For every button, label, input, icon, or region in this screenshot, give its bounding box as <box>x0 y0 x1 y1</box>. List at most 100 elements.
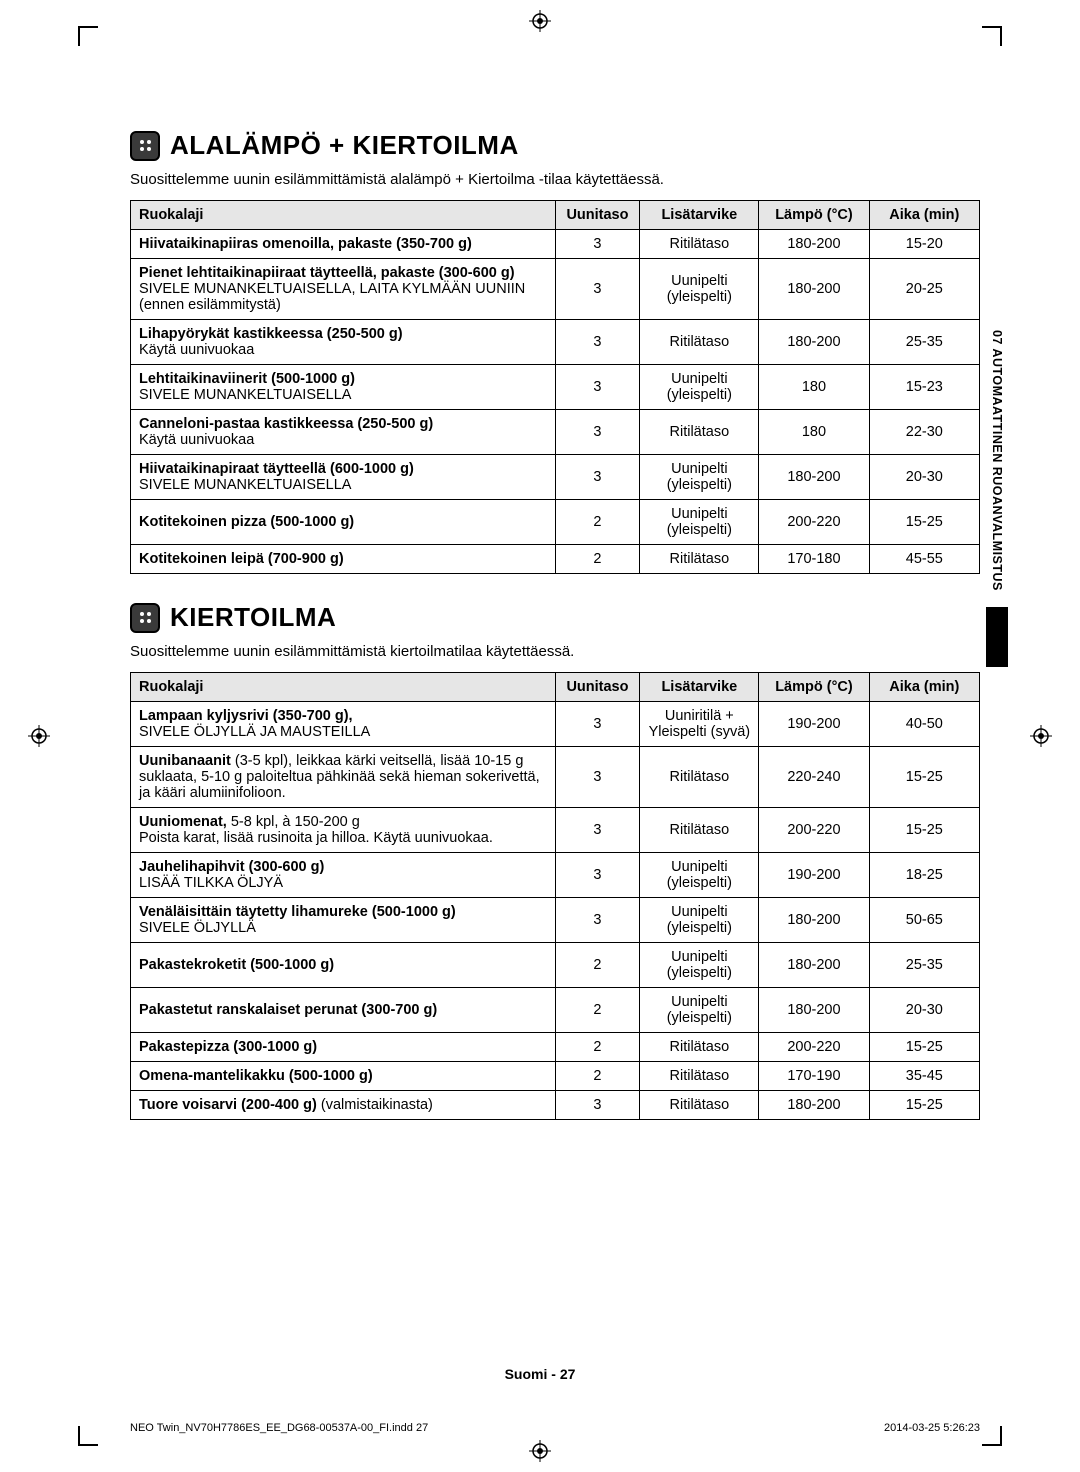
cell-temp: 180-200 <box>759 1091 869 1120</box>
cell-time: 20-30 <box>869 455 979 500</box>
cell-time: 25-35 <box>869 943 979 988</box>
cell-temp: 180-200 <box>759 230 869 259</box>
cell-temp: 200-220 <box>759 808 869 853</box>
cell-dish: Hiivataikinapiraat täytteellä (600-1000 … <box>131 455 556 500</box>
table-row: Pakastekroketit (500-1000 g)2Uunipelti (… <box>131 943 980 988</box>
th-time: Aika (min) <box>869 201 979 230</box>
cell-dish: Tuore voisarvi (200-400 g) (valmistaikin… <box>131 1091 556 1120</box>
page-footer-center: Suomi - 27 <box>0 1366 1080 1382</box>
cell-level: 3 <box>555 230 640 259</box>
cell-temp: 170-180 <box>759 545 869 574</box>
cell-level: 2 <box>555 988 640 1033</box>
cell-level: 3 <box>555 853 640 898</box>
cell-time: 45-55 <box>869 545 979 574</box>
table-row: Lampaan kyljysrivi (350-700 g),SIVELE ÖL… <box>131 702 980 747</box>
cell-dish: Venäläisittäin täytetty lihamureke (500-… <box>131 898 556 943</box>
cell-level: 3 <box>555 259 640 320</box>
cell-level: 3 <box>555 320 640 365</box>
cell-acc: Uunipelti (yleispelti) <box>640 365 759 410</box>
table-row: Kotitekoinen leipä (700-900 g)2Ritilätas… <box>131 545 980 574</box>
table-row: Pakastepizza (300-1000 g)2Ritilätaso200-… <box>131 1033 980 1062</box>
table-row: Jauhelihapihvit (300-600 g)LISÄÄ TILKKA … <box>131 853 980 898</box>
th-dish: Ruokalaji <box>131 201 556 230</box>
cell-temp: 200-220 <box>759 500 869 545</box>
oven-mode-icon <box>130 603 160 633</box>
cell-acc: Uunipelti (yleispelti) <box>640 500 759 545</box>
cell-acc: Uunipelti (yleispelti) <box>640 853 759 898</box>
th-temp: Lämpö (°C) <box>759 673 869 702</box>
cell-dish: Lehtitaikinaviinerit (500-1000 g)SIVELE … <box>131 365 556 410</box>
oven-mode-icon <box>130 131 160 161</box>
cell-acc: Uunipelti (yleispelti) <box>640 988 759 1033</box>
cell-dish: Omena-mantelikakku (500-1000 g) <box>131 1062 556 1091</box>
table-row: Hiivataikinapiraat täytteellä (600-1000 … <box>131 455 980 500</box>
th-time: Aika (min) <box>869 673 979 702</box>
cell-time: 20-25 <box>869 259 979 320</box>
cell-level: 2 <box>555 1033 640 1062</box>
cell-temp: 180 <box>759 410 869 455</box>
table-row: Tuore voisarvi (200-400 g) (valmistaikin… <box>131 1091 980 1120</box>
section2-intro: Suosittelemme uunin esilämmittämistä kie… <box>130 643 980 660</box>
chapter-tab: 07 AUTOMAATTINEN RUOANVALMISTUS <box>986 320 1008 667</box>
cell-level: 2 <box>555 943 640 988</box>
cell-time: 20-30 <box>869 988 979 1033</box>
table-row: Uuniomenat, 5-8 kpl, à 150-200 gPoista k… <box>131 808 980 853</box>
cell-time: 15-25 <box>869 500 979 545</box>
cell-dish: Kotitekoinen leipä (700-900 g) <box>131 545 556 574</box>
cell-time: 35-45 <box>869 1062 979 1091</box>
th-dish: Ruokalaji <box>131 673 556 702</box>
cell-temp: 180-200 <box>759 988 869 1033</box>
cell-level: 3 <box>555 808 640 853</box>
section2-title: KIERTOILMA <box>170 602 336 633</box>
th-level: Uunitaso <box>555 673 640 702</box>
cell-time: 50-65 <box>869 898 979 943</box>
cell-acc: Ritilätaso <box>640 1062 759 1091</box>
cell-dish: Pakastetut ranskalaiset perunat (300-700… <box>131 988 556 1033</box>
table-row: Canneloni-pastaa kastikkeessa (250-500 g… <box>131 410 980 455</box>
cell-acc: Ritilätaso <box>640 320 759 365</box>
page-content: ALALÄMPÖ + KIERTOILMA Suosittelemme uuni… <box>0 0 1080 1472</box>
table-row: Omena-mantelikakku (500-1000 g)2Ritiläta… <box>131 1062 980 1091</box>
table-row: Kotitekoinen pizza (500-1000 g)2Uunipelt… <box>131 500 980 545</box>
section1-intro: Suosittelemme uunin esilämmittämistä ala… <box>130 171 980 188</box>
table-row: Pakastetut ranskalaiset perunat (300-700… <box>131 988 980 1033</box>
cell-dish: Pakastekroketit (500-1000 g) <box>131 943 556 988</box>
section2-table: Ruokalaji Uunitaso Lisätarvike Lämpö (°C… <box>130 672 980 1120</box>
cell-time: 15-23 <box>869 365 979 410</box>
cell-temp: 180-200 <box>759 943 869 988</box>
cell-temp: 190-200 <box>759 702 869 747</box>
th-acc: Lisätarvike <box>640 201 759 230</box>
cell-level: 3 <box>555 898 640 943</box>
cell-acc: Uunipelti (yleispelti) <box>640 898 759 943</box>
cell-time: 15-25 <box>869 808 979 853</box>
cell-time: 40-50 <box>869 702 979 747</box>
table-row: Venäläisittäin täytetty lihamureke (500-… <box>131 898 980 943</box>
th-acc: Lisätarvike <box>640 673 759 702</box>
cell-temp: 220-240 <box>759 747 869 808</box>
cell-acc: Ritilätaso <box>640 410 759 455</box>
cell-dish: Lampaan kyljysrivi (350-700 g),SIVELE ÖL… <box>131 702 556 747</box>
cell-level: 3 <box>555 747 640 808</box>
chapter-label: 07 AUTOMAATTINEN RUOANVALMISTUS <box>986 320 1008 601</box>
cell-acc: Ritilätaso <box>640 1091 759 1120</box>
table-row: Uunibanaanit (3-5 kpl), leikkaa kärki ve… <box>131 747 980 808</box>
page-footer-left: NEO Twin_NV70H7786ES_EE_DG68-00537A-00_F… <box>130 1422 428 1434</box>
cell-temp: 180 <box>759 365 869 410</box>
cell-dish: Uunibanaanit (3-5 kpl), leikkaa kärki ve… <box>131 747 556 808</box>
cell-dish: Pienet lehtitaikinapiiraat täytteellä, p… <box>131 259 556 320</box>
cell-acc: Uunipelti (yleispelti) <box>640 455 759 500</box>
th-level: Uunitaso <box>555 201 640 230</box>
cell-dish: Jauhelihapihvit (300-600 g)LISÄÄ TILKKA … <box>131 853 556 898</box>
cell-temp: 170-190 <box>759 1062 869 1091</box>
cell-acc: Uunipelti (yleispelti) <box>640 943 759 988</box>
page-footer-right: 2014-03-25 5:26:23 <box>884 1422 980 1434</box>
cell-temp: 190-200 <box>759 853 869 898</box>
cell-acc: Ritilätaso <box>640 545 759 574</box>
cell-time: 18-25 <box>869 853 979 898</box>
section1-table: Ruokalaji Uunitaso Lisätarvike Lämpö (°C… <box>130 200 980 574</box>
cell-temp: 180-200 <box>759 259 869 320</box>
cell-time: 22-30 <box>869 410 979 455</box>
cell-temp: 180-200 <box>759 320 869 365</box>
table-row: Hiivataikinapiiras omenoilla, pakaste (3… <box>131 230 980 259</box>
table-row: Pienet lehtitaikinapiiraat täytteellä, p… <box>131 259 980 320</box>
